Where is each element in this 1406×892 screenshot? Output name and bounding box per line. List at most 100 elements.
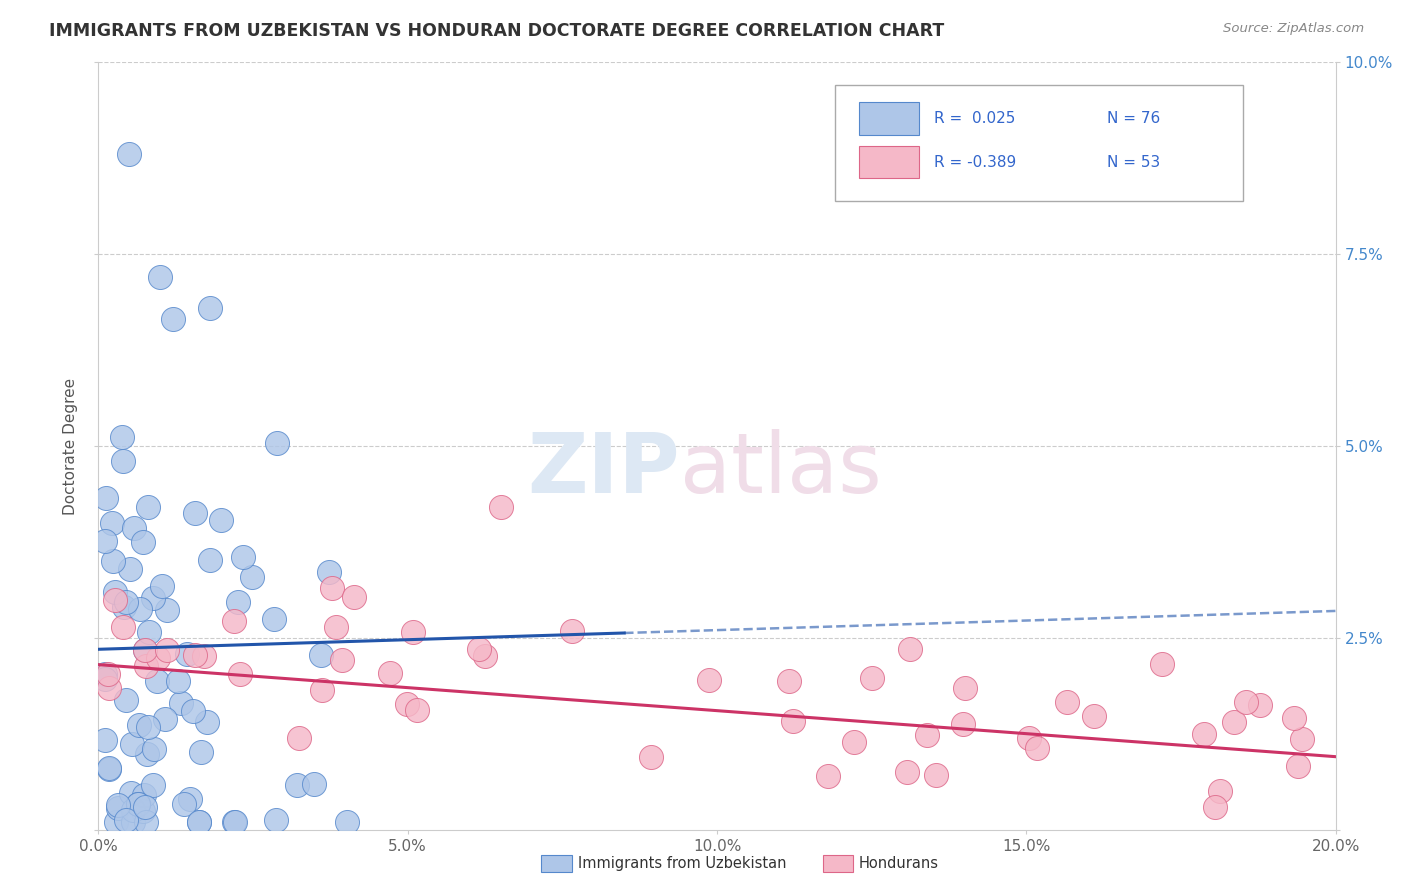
Point (311, 682, 333, 697)
Point (187, 814, 209, 829)
Point (288, 731, 311, 746)
Point (640, 749, 662, 764)
Point (167, 673, 190, 688)
Point (898, 641, 921, 656)
Point (176, 647, 198, 661)
Point (222, 814, 245, 829)
Point (104, 584, 127, 599)
Point (1282, 711, 1305, 725)
Point (188, 814, 211, 829)
Point (128, 602, 150, 616)
Point (135, 659, 157, 673)
Point (153, 712, 176, 726)
Point (817, 769, 839, 783)
Point (115, 595, 138, 609)
Point (1192, 727, 1215, 741)
Point (474, 648, 496, 663)
Point (134, 642, 156, 657)
Point (155, 602, 177, 616)
Point (134, 800, 156, 814)
Point (198, 553, 221, 567)
Point (142, 591, 165, 606)
Point (1018, 731, 1040, 745)
Point (561, 624, 583, 639)
FancyBboxPatch shape (835, 86, 1243, 201)
Text: ZIP: ZIP (527, 428, 681, 509)
Point (190, 746, 212, 760)
Point (111, 430, 134, 444)
Point (132, 788, 155, 802)
Point (406, 702, 429, 716)
Point (107, 800, 129, 814)
Point (179, 792, 201, 806)
Point (104, 593, 127, 607)
Text: N = 76: N = 76 (1107, 111, 1160, 126)
Point (93, 667, 115, 681)
Bar (859, 146, 918, 178)
Point (118, 147, 141, 161)
Text: R =  0.025: R = 0.025 (934, 111, 1015, 126)
Point (228, 595, 250, 609)
Text: Hondurans: Hondurans (859, 856, 939, 871)
Point (193, 648, 215, 663)
Point (122, 814, 145, 829)
Y-axis label: Doctorate Degree: Doctorate Degree (63, 377, 79, 515)
Point (122, 521, 145, 535)
Point (98, 762, 121, 776)
Point (136, 500, 159, 515)
Point (127, 797, 149, 811)
Point (121, 737, 143, 751)
Point (184, 648, 207, 662)
Point (93, 533, 115, 548)
Point (115, 693, 138, 707)
Point (105, 814, 128, 829)
Point (263, 612, 285, 626)
Point (135, 814, 157, 829)
Point (128, 717, 150, 731)
Point (224, 614, 246, 628)
Point (224, 814, 246, 829)
Point (93, 733, 115, 747)
Point (149, 270, 172, 285)
Point (101, 516, 124, 530)
Point (97, 666, 120, 681)
Point (402, 624, 425, 639)
Point (169, 696, 191, 710)
Point (112, 599, 135, 614)
Point (336, 814, 359, 829)
Point (1209, 783, 1232, 797)
Point (321, 582, 343, 596)
Point (332, 653, 354, 667)
Point (142, 742, 165, 756)
Point (1056, 695, 1078, 709)
Point (1204, 799, 1226, 814)
Point (1291, 732, 1313, 747)
Point (1026, 741, 1049, 756)
Point (111, 620, 134, 634)
Point (134, 643, 156, 657)
Point (138, 625, 160, 640)
Point (120, 786, 142, 800)
Point (489, 500, 512, 515)
Point (132, 534, 155, 549)
Text: N = 53: N = 53 (1107, 154, 1160, 169)
Point (1152, 657, 1174, 672)
Point (266, 813, 288, 827)
Point (842, 735, 865, 749)
Point (93, 672, 115, 686)
Point (184, 506, 207, 520)
Point (232, 550, 254, 565)
Text: Source: ZipAtlas.com: Source: ZipAtlas.com (1223, 22, 1364, 36)
Point (285, 778, 308, 792)
Point (917, 728, 939, 742)
Text: atlas: atlas (681, 428, 882, 509)
Point (103, 554, 125, 568)
Text: Immigrants from Uzbekistan: Immigrants from Uzbekistan (578, 856, 786, 871)
Point (896, 765, 918, 780)
Point (925, 768, 948, 782)
Point (162, 312, 184, 326)
Point (132, 804, 155, 818)
Point (318, 565, 340, 579)
Point (150, 579, 173, 593)
Point (181, 705, 204, 719)
